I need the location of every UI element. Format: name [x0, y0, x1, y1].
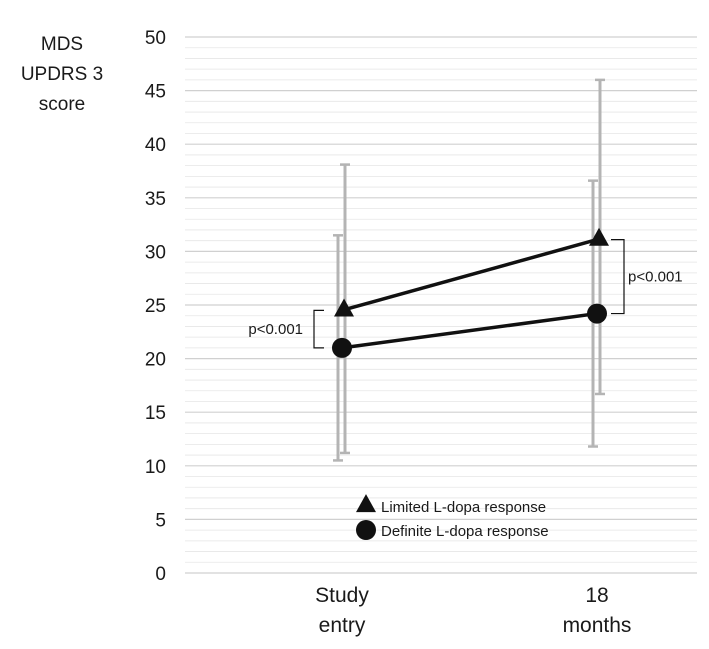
legend-marker-circle	[356, 520, 376, 540]
grid	[185, 36, 697, 574]
data-point-triangle	[589, 227, 609, 246]
y-tick-label: 40	[145, 135, 166, 156]
y-tick-label: 5	[155, 510, 166, 531]
y-axis-ticks: 0 5 10 15 20 25 30 35 40 45 50	[145, 28, 166, 585]
x-category-label: 18	[585, 584, 608, 607]
legend-label: Limited L-dopa response	[381, 499, 546, 516]
legend: Limited L-dopa response Definite L-dopa r…	[356, 494, 549, 540]
x-axis-categories: Study entry 18 months	[315, 584, 631, 637]
legend-marker-triangle	[356, 494, 376, 513]
series-markers	[332, 227, 609, 358]
data-point-triangle	[334, 298, 354, 317]
y-axis-label-line-3: score	[39, 94, 85, 115]
y-tick-label: 35	[145, 189, 166, 210]
y-tick-label: 50	[145, 28, 166, 49]
y-tick-label: 0	[155, 564, 166, 585]
x-category-label: Study	[315, 584, 369, 607]
error-bars	[333, 78, 605, 462]
p-value-label: p<0.001	[628, 269, 683, 286]
y-axis-label-line-1: MDS	[41, 34, 83, 55]
series-line	[341, 237, 598, 313]
y-tick-label: 25	[145, 296, 166, 317]
y-tick-label: 45	[145, 82, 166, 103]
data-point-circle	[332, 337, 352, 358]
significance-bracket	[611, 239, 625, 315]
x-category-label: entry	[319, 614, 366, 637]
significance-annotations: p<0.001 p<0.001	[248, 239, 683, 349]
p-value-label: p<0.001	[248, 321, 303, 338]
y-tick-label: 20	[145, 350, 166, 371]
y-axis-label-line-2: UPDRS 3	[21, 64, 103, 85]
data-point-circle	[587, 303, 607, 324]
series-lines	[341, 237, 598, 350]
series-line	[341, 311, 598, 350]
y-tick-label: 30	[145, 242, 166, 263]
y-tick-label: 10	[145, 457, 166, 478]
x-category-label: months	[563, 614, 632, 637]
y-tick-label: 15	[145, 403, 166, 424]
legend-label: Definite L-dopa response	[381, 523, 549, 540]
significance-bracket	[313, 309, 324, 349]
